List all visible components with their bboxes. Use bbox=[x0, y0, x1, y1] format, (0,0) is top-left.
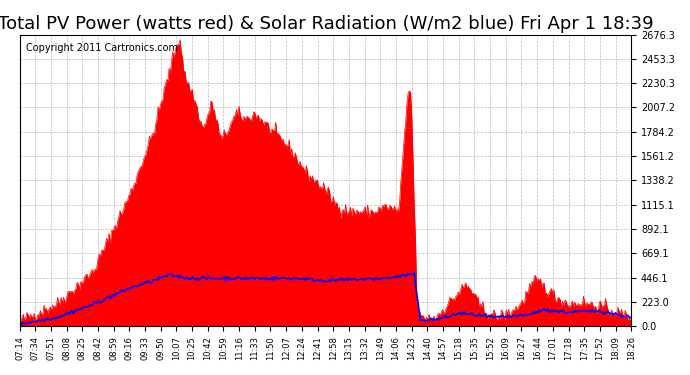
Title: Total PV Power (watts red) & Solar Radiation (W/m2 blue) Fri Apr 1 18:39: Total PV Power (watts red) & Solar Radia… bbox=[0, 15, 653, 33]
Text: Copyright 2011 Cartronics.com: Copyright 2011 Cartronics.com bbox=[26, 43, 177, 53]
